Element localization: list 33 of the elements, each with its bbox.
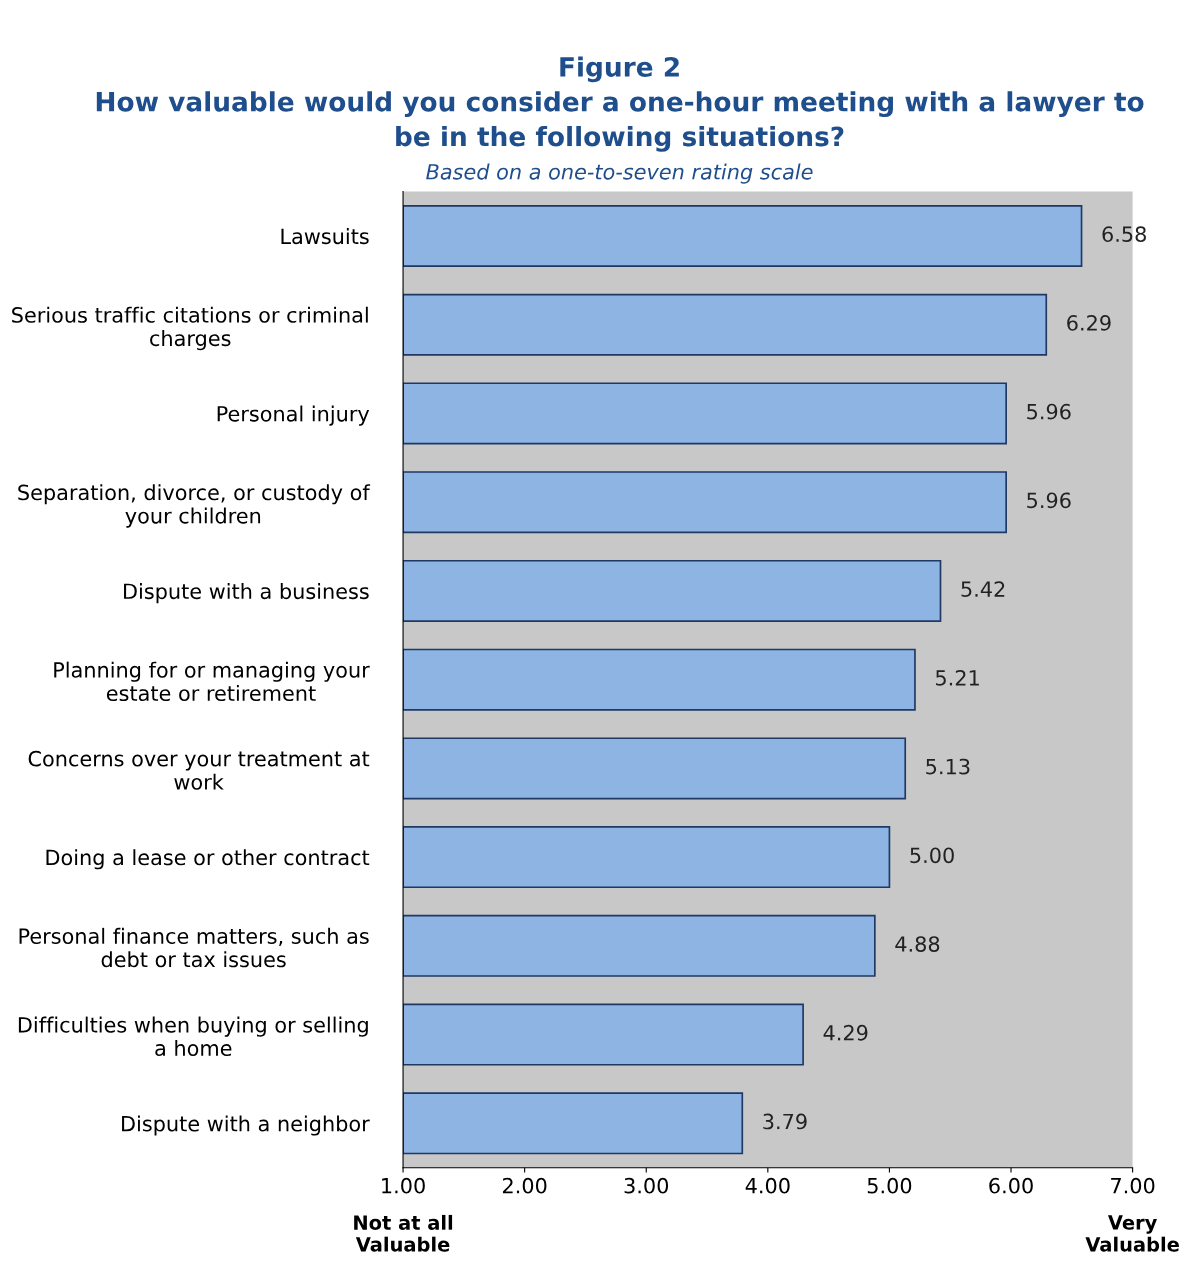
data-label: 5.96 bbox=[1027, 492, 1071, 509]
y-tick-label: Personal injury bbox=[217, 405, 370, 426]
y-tick-label: Difficulties when buying or selling a home bbox=[18, 1016, 368, 1057]
data-label: 4.88 bbox=[895, 936, 940, 952]
data-label: 5.00 bbox=[910, 847, 954, 864]
chart-title: Figure 2 How valuable would you consider a one-hour meeting with a lawyer to be in the following situations? bbox=[96, 56, 1144, 152]
x-tick-label: 3.00 bbox=[624, 1177, 669, 1194]
x-tick-label: 1.00 bbox=[382, 1177, 425, 1194]
y-tick-label: Separation, divorce, or custody of your children bbox=[18, 484, 371, 528]
y-tick-label: Dispute with a business bbox=[124, 583, 369, 604]
y-tick-label: Doing a lease or other contract bbox=[46, 849, 370, 870]
y-tick-label: Serious traffic citations or criminal charges bbox=[12, 306, 368, 351]
y-tick-label: Planning for or managing your estate or retirement bbox=[54, 661, 370, 702]
data-label: 6.58 bbox=[1102, 226, 1146, 243]
data-label: 3.79 bbox=[763, 1113, 807, 1130]
data-label: 6.29 bbox=[1067, 315, 1111, 331]
x-tick-label: 7.00 bbox=[1111, 1177, 1155, 1194]
x-tick-label: 6.00 bbox=[989, 1177, 1033, 1194]
chart-subtitle: Based on a one-to-seven rating scale bbox=[426, 163, 813, 184]
data-label: 5.21 bbox=[936, 669, 979, 686]
data-label: 5.42 bbox=[961, 581, 1005, 597]
y-tick-label: Lawsuits bbox=[281, 228, 369, 245]
x-tick-label: 5.00 bbox=[867, 1177, 912, 1194]
data-label: 5.13 bbox=[926, 758, 970, 775]
x-tick-label: 4.00 bbox=[745, 1177, 790, 1194]
x-tick-label: 2.00 bbox=[502, 1177, 547, 1194]
text: Not at all Valuable bbox=[354, 1214, 453, 1252]
y-tick-label: Personal finance matters, such as debt or tax issues bbox=[19, 927, 369, 968]
data-label: 4.29 bbox=[823, 1024, 868, 1041]
text: Very Valuable bbox=[1085, 1215, 1179, 1252]
y-tick-label: Dispute with a neighbor bbox=[122, 1115, 370, 1136]
data-label: 5.96 bbox=[1027, 403, 1071, 420]
y-tick-label: Concerns over your treatment at work bbox=[28, 750, 370, 790]
